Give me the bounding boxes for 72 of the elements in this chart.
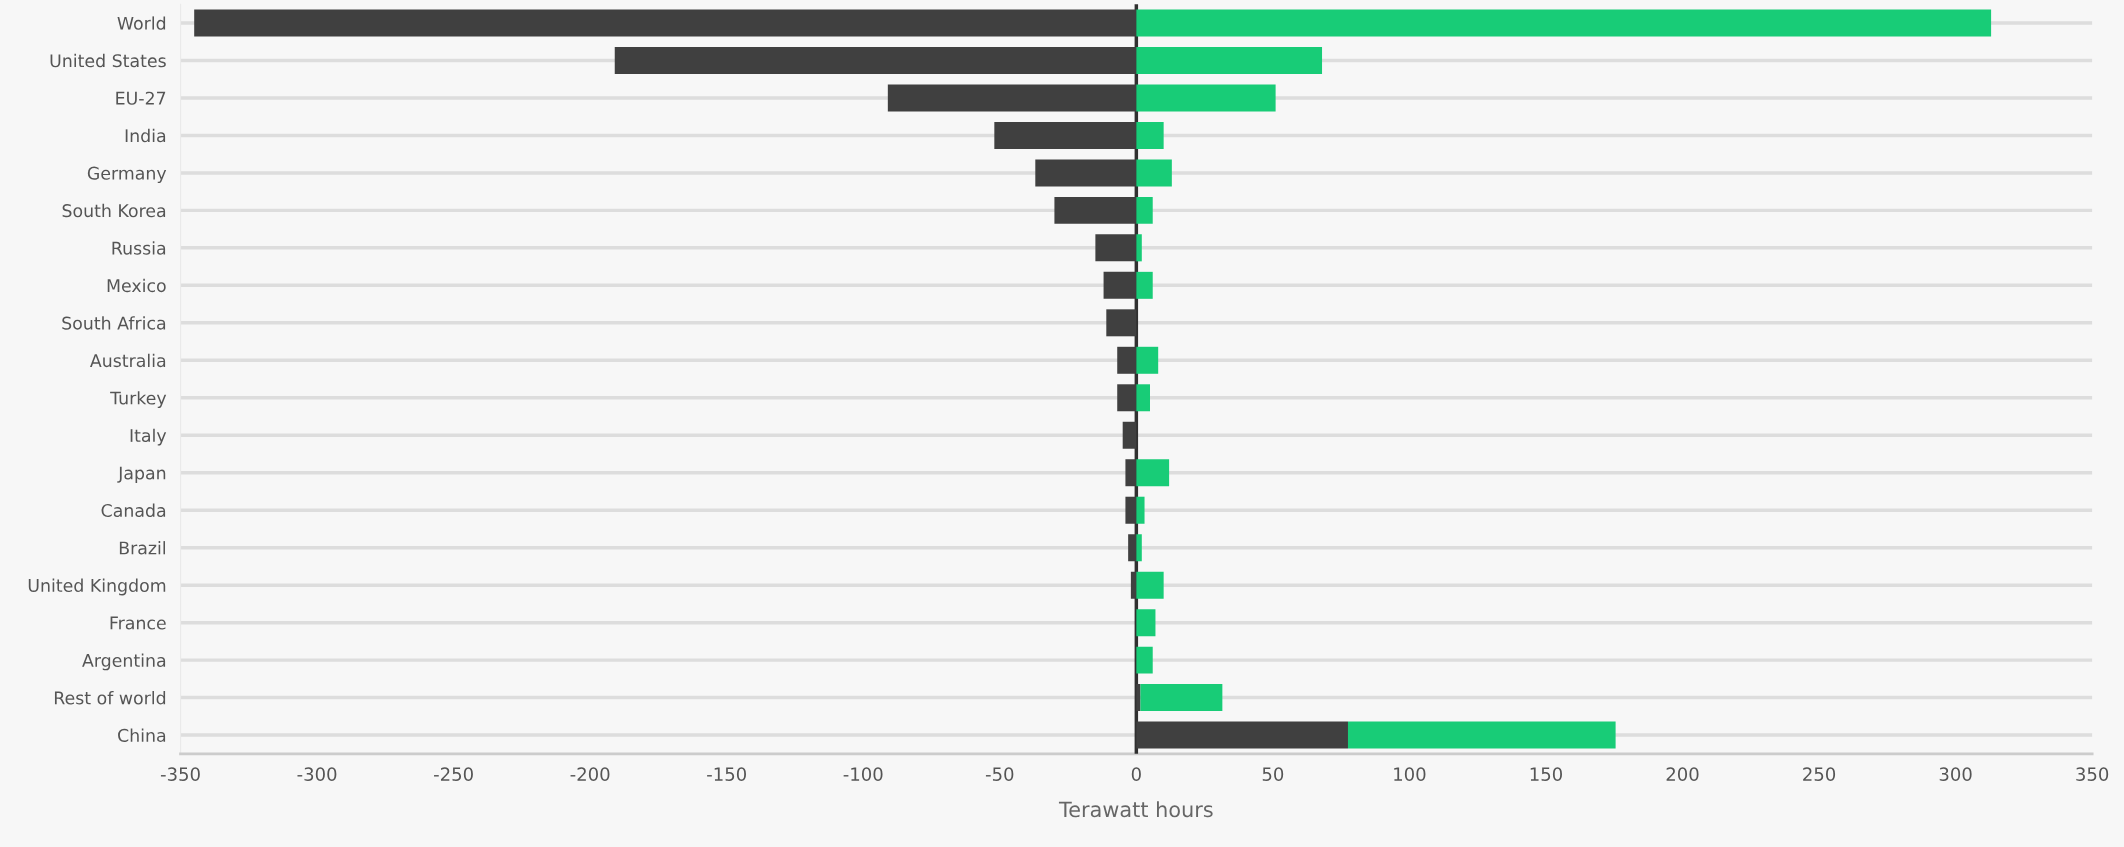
x-tick-label: -300 [297,767,337,781]
x-tick-label: 150 [1530,767,1562,781]
bar [1125,459,1137,487]
bar [1117,346,1137,374]
bar [1130,571,1137,599]
y-tick-label: United Kingdom [28,578,166,596]
y-tick-label: Rest of world [54,691,166,705]
y-tick-label: Japan [117,466,166,483]
bar [1136,496,1145,524]
y-tick-label: United States [50,53,166,68]
bar [1117,384,1137,412]
x-tick-label: 200 [1666,767,1699,781]
y-tick-label: South Africa [62,316,166,330]
bar [1136,384,1150,412]
bar [1122,421,1137,449]
x-tick-label: 100 [1394,767,1426,781]
bar [1136,271,1153,299]
bar [994,121,1137,149]
y-tick-label: Australia [90,353,166,368]
x-tick-label: 0 [1131,767,1141,781]
y-tick-label: Turkey [110,391,167,408]
bar [1136,9,1992,37]
bar [1140,684,1223,712]
bar [1136,346,1159,374]
y-tick-label: Russia [112,241,166,255]
bar [1136,196,1153,224]
bar [1128,534,1137,562]
bar [1106,309,1137,337]
y-tick-label: EU-27 [116,91,166,105]
bar [1136,571,1164,599]
y-tick-label: Brazil [119,541,166,555]
bar [887,84,1137,112]
bar [1136,684,1141,712]
bar [1136,46,1323,74]
bar [1136,721,1348,749]
x-tick-label: -100 [843,767,883,781]
x-tick-label: -200 [570,767,610,781]
y-tick-label: World [117,16,166,30]
x-tick-label: -50 [985,767,1014,781]
bar [1136,646,1153,674]
bar [1136,459,1170,487]
x-tick-label: 250 [1803,767,1836,781]
y-tick-label: India [125,128,166,143]
x-tick-label: 50 [1262,767,1284,781]
y-tick-label: Italy [130,428,167,446]
y-tick-label: Canada [101,503,166,518]
y-tick-label: Mexico [107,278,166,293]
bar [1136,121,1164,149]
x-axis-title: Terawatt hours [1058,801,1213,818]
bar [1347,721,1616,749]
x-tick-label: 350 [2076,767,2109,781]
y-tick-label: France [110,616,166,630]
x-tick-label: -150 [707,767,746,781]
bar [1136,609,1156,637]
y-tick-label: South Korea [62,203,166,218]
bar [1125,496,1137,524]
bar [1054,196,1137,224]
bar [1095,234,1137,262]
x-tick-label: -250 [434,767,473,781]
y-tick-label: Germany [87,166,167,184]
bar [194,9,1137,37]
y-tick-label: Argentina [82,653,166,671]
bar [1035,159,1137,187]
bar [614,46,1137,74]
bar [1136,84,1276,112]
y-tick-label: China [118,728,166,742]
bar [1103,271,1137,299]
bar [1136,234,1142,262]
x-tick-label: -350 [160,767,200,781]
x-tick-label: 300 [1939,767,1972,781]
bar [1136,159,1172,187]
bar [1136,534,1142,562]
